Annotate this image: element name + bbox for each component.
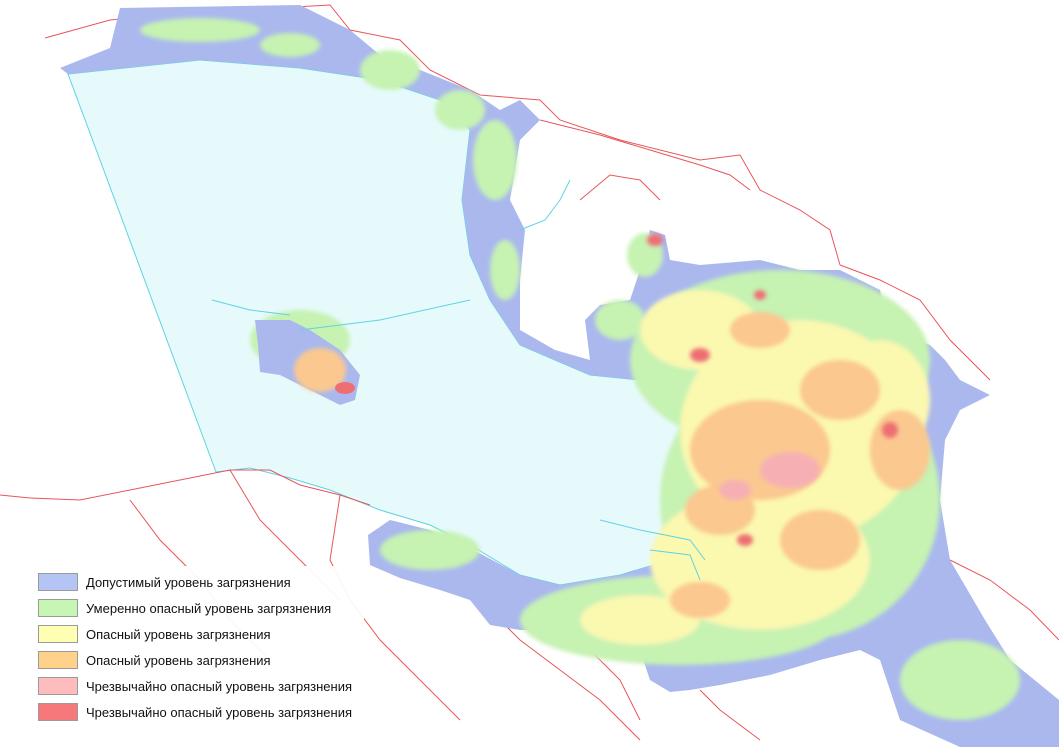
legend-swatch [38,573,78,591]
legend-item-allowable: Допустимый уровень загрязнения [38,572,291,592]
legend-swatch [38,703,78,721]
legend-item-dangerous-orange: Опасный уровень загрязнения [38,650,271,670]
map-legend: Допустимый уровень загрязнения Умеренно … [28,566,364,724]
legend-label: Опасный уровень загрязнения [86,626,271,642]
legend-swatch [38,651,78,669]
legend-label: Допустимый уровень загрязнения [86,574,291,590]
legend-label: Чрезвычайно опасный уровень загрязнения [86,678,353,694]
legend-item-extreme-light: Чрезвычайно опасный уровень загрязнения [38,676,352,696]
legend-swatch [38,625,78,643]
legend-item-moderate: Умеренно опасный уровень загрязнения [38,598,331,618]
legend-swatch [38,599,78,617]
water-details [211,179,706,581]
legend-item-dangerous-yellow: Опасный уровень загрязнения [38,624,271,644]
extreme-zones [647,234,898,546]
legend-swatch [38,677,78,695]
legend-label: Умеренно опасный уровень загрязнения [86,600,332,616]
legend-item-extreme: Чрезвычайно опасный уровень загрязнения [38,702,352,722]
dangerous-orange-zones [670,312,930,618]
legend-label: Опасный уровень загрязнения [86,652,271,668]
legend-label: Чрезвычайно опасный уровень загрязнения [86,704,353,720]
